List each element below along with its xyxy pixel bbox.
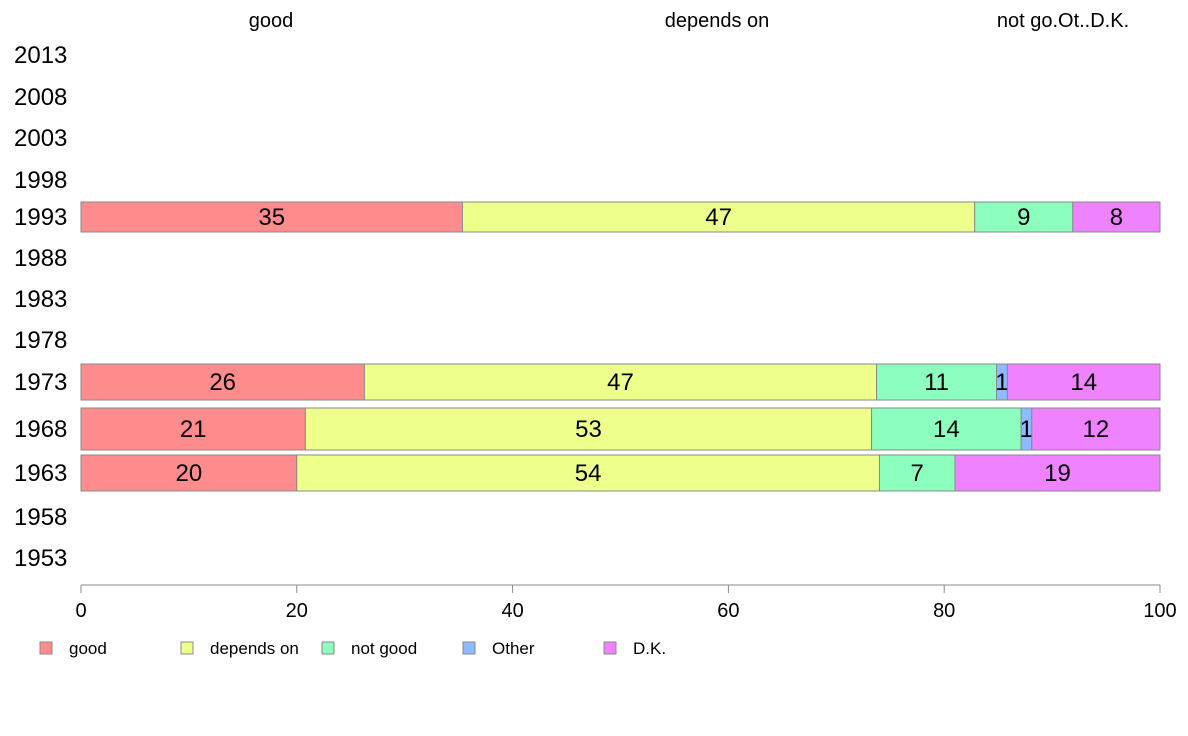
top-label: depends on	[665, 10, 770, 32]
bar-segment	[80, 201, 463, 233]
y-axis-labels: 2013 2008 2003 1998 1993 1988 1983 1978 1973 1968…	[14, 42, 67, 572]
data-label: 47	[705, 204, 732, 231]
data-label: 8	[1110, 204, 1123, 231]
data-label: 53	[575, 416, 602, 443]
data-label: 11	[924, 369, 949, 396]
legend-swatch	[462, 641, 476, 655]
top-labels: good depends on not go.Ot..D.K.	[249, 10, 1129, 32]
y-tick-label: 1998	[14, 167, 67, 194]
y-tick-label: 1983	[14, 286, 67, 313]
legend-label: depends on	[210, 639, 299, 658]
legend-label: Other	[492, 639, 535, 658]
bar-segment	[80, 363, 365, 401]
bar-segment	[296, 454, 880, 492]
data-label: 9	[1017, 204, 1030, 231]
data-label: 14	[1070, 369, 1097, 396]
bar-segment	[304, 407, 873, 451]
bar-segment	[954, 454, 1161, 492]
legend-swatch	[39, 641, 53, 655]
data-label: 35	[258, 204, 285, 231]
y-tick-label: 1978	[14, 327, 67, 354]
data-label: 19	[1044, 460, 1071, 487]
legend-label: D.K.	[633, 639, 666, 658]
y-tick-label: 1963	[14, 460, 67, 487]
y-tick-label: 1958	[14, 504, 67, 531]
data-label: 20	[176, 460, 203, 487]
bar-segment	[461, 201, 976, 233]
data-label: 1	[1020, 416, 1033, 443]
x-tick-label: 40	[501, 600, 523, 622]
legend-label: not good	[351, 639, 417, 658]
y-tick-label: 1953	[14, 545, 67, 572]
top-label: not go.Ot..D.K.	[997, 10, 1129, 32]
bar-segment	[363, 363, 878, 401]
data-label: 12	[1083, 416, 1110, 443]
x-tick-label: 20	[286, 600, 308, 622]
x-tick-label: 0	[75, 600, 86, 622]
y-tick-label: 2013	[14, 42, 67, 69]
data-label: 54	[575, 460, 602, 487]
bar-segment	[1072, 201, 1161, 233]
bar-segment	[80, 454, 298, 492]
data-label: 7	[911, 460, 924, 487]
data-label: 47	[607, 369, 634, 396]
legend-label: good	[69, 639, 107, 658]
top-label: good	[249, 10, 294, 32]
legend: good depends on not good Other D.K.	[39, 639, 666, 658]
data-label: 1	[995, 369, 1008, 396]
y-tick-label: 2008	[14, 84, 67, 111]
x-tick-label: 60	[717, 600, 739, 622]
y-tick-label: 1968	[14, 416, 67, 443]
bar-segment	[1031, 407, 1161, 451]
x-tick-label: 80	[933, 600, 955, 622]
data-label: 26	[209, 369, 236, 396]
legend-swatch	[180, 641, 194, 655]
bar-segment	[871, 407, 1022, 451]
bar-segment	[878, 454, 956, 492]
y-tick-label: 1993	[14, 204, 67, 231]
x-tick-label: 100	[1143, 600, 1176, 622]
data-label: 21	[180, 416, 207, 443]
legend-swatch	[603, 641, 617, 655]
y-tick-label: 1988	[14, 245, 67, 272]
bar-segment	[876, 363, 998, 401]
bar-segment	[974, 201, 1074, 233]
data-label: 14	[933, 416, 960, 443]
y-tick-label: 1973	[14, 369, 67, 396]
legend-swatch	[321, 641, 335, 655]
x-axis: 0 20 40 60 80 100	[75, 584, 1177, 622]
y-tick-label: 2003	[14, 125, 67, 152]
bar-segment	[80, 407, 306, 451]
bar-segment	[1006, 363, 1161, 401]
